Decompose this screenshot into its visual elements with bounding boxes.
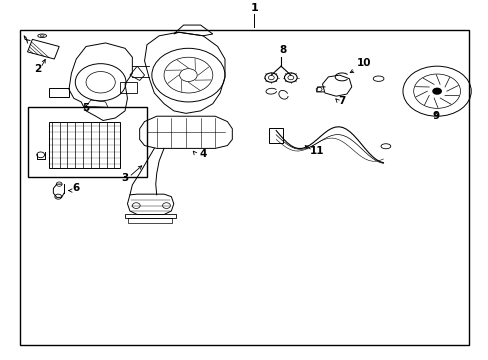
Text: 8: 8 <box>278 45 285 55</box>
Bar <box>125 214 176 218</box>
Bar <box>20 31 468 345</box>
Text: 9: 9 <box>432 111 439 121</box>
Text: 7: 7 <box>338 96 345 106</box>
Bar <box>49 87 69 96</box>
Text: 5: 5 <box>82 103 89 113</box>
Bar <box>268 128 282 143</box>
Text: 11: 11 <box>309 146 323 156</box>
Text: 4: 4 <box>199 149 206 159</box>
Text: 2: 2 <box>34 63 41 73</box>
Circle shape <box>431 87 441 95</box>
Bar <box>128 218 172 223</box>
Bar <box>49 122 120 168</box>
Bar <box>120 82 137 93</box>
Bar <box>27 107 147 177</box>
Text: 3: 3 <box>121 172 128 183</box>
Text: 1: 1 <box>250 3 258 13</box>
Text: 10: 10 <box>356 58 370 68</box>
Text: 6: 6 <box>73 183 80 193</box>
